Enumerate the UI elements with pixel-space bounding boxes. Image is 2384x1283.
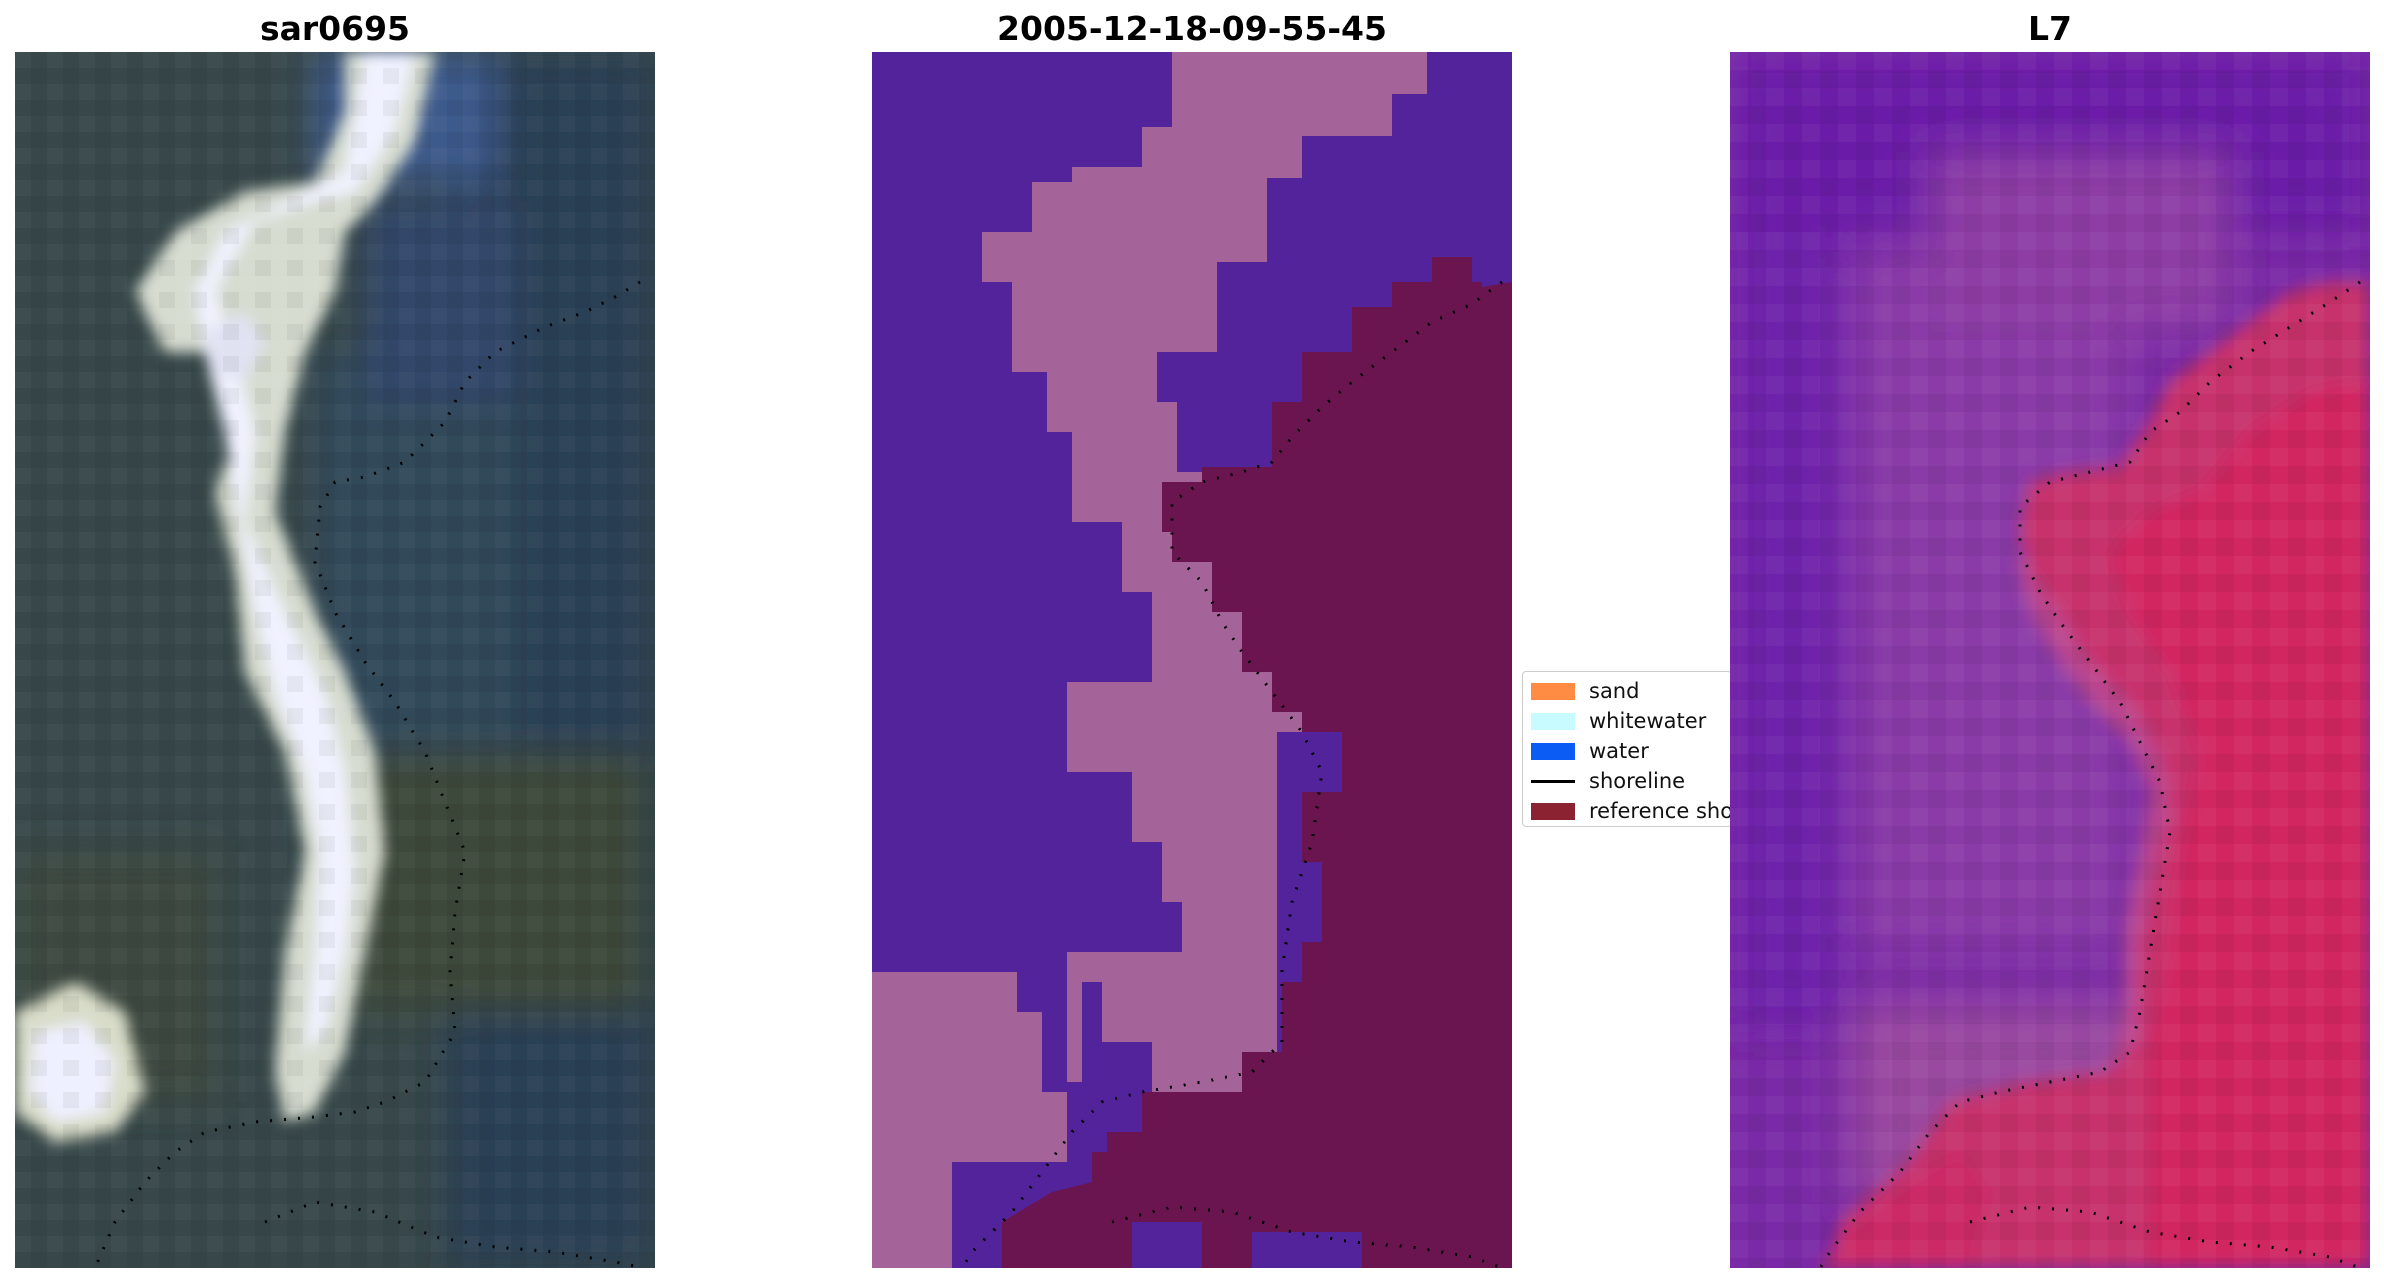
falsecolor-image (1730, 52, 2370, 1268)
water-swatch (1531, 742, 1575, 760)
legend-item-reference-shoreline: reference shoreline (1531, 797, 1732, 825)
legend-label-shoreline: shoreline (1589, 769, 1686, 793)
falsecolor-panel-title: L7 (2028, 9, 2072, 48)
legend-label-reference-shoreline: reference shoreline (1589, 799, 1732, 823)
classified-panel-title: 2005-12-18-09-55-45 (997, 9, 1387, 48)
classified-image (872, 52, 1512, 1268)
legend-item-water: water (1531, 737, 1649, 765)
legend-item-sand: sand (1531, 677, 1639, 705)
rgb-image (15, 52, 655, 1268)
legend-label-sand: sand (1589, 679, 1640, 703)
sand-swatch (1531, 682, 1575, 700)
rgb-panel-title: sar0695 (259, 9, 411, 48)
legend-label-water: water (1589, 739, 1649, 763)
whitewater-swatch (1531, 712, 1575, 730)
legend-item-shoreline: shoreline (1531, 767, 1685, 795)
legend-item-whitewater: whitewater (1531, 707, 1706, 735)
reference-shoreline-swatch (1531, 802, 1575, 820)
legend-label-whitewater: whitewater (1589, 709, 1707, 733)
shoreline-line-swatch (1531, 779, 1575, 783)
legend: sand whitewater water shoreline referenc… (1522, 671, 1732, 827)
